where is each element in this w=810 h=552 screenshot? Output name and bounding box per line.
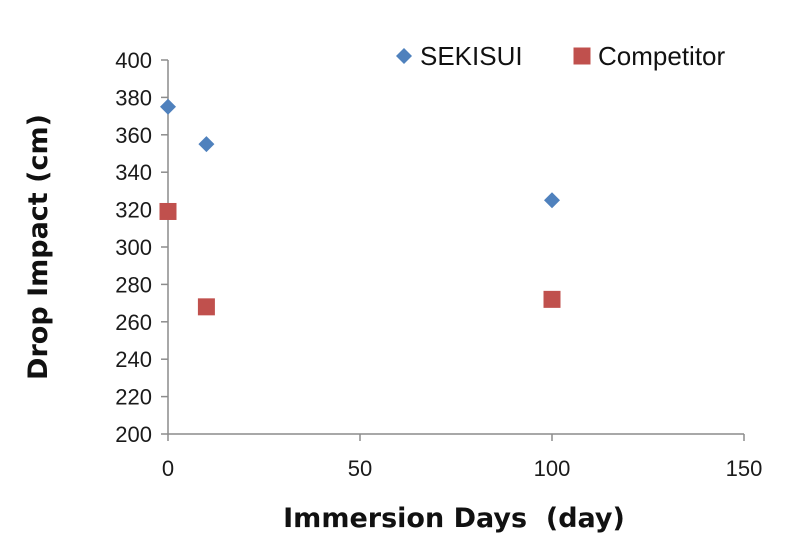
legend-marker	[573, 47, 591, 65]
y-axis-title: Drop Impact (cm)	[23, 114, 54, 380]
x-axis-title: Immersion Days (day)	[283, 503, 625, 534]
legend-marker	[396, 48, 412, 64]
y-tick-label: 340	[115, 160, 152, 185]
y-tick-label: 200	[115, 422, 152, 447]
y-tick-label: 260	[115, 310, 152, 335]
x-axis-ticks: 0 50 100 150	[162, 434, 762, 481]
diamond-point	[198, 136, 215, 153]
x-tick-label: 100	[534, 456, 571, 481]
legend-label: SEKISUI	[420, 41, 523, 71]
data-points	[159, 98, 561, 316]
y-tick-label: 240	[115, 347, 152, 372]
y-tick-label: 360	[115, 123, 152, 148]
square-point	[543, 290, 561, 308]
square-point	[197, 298, 215, 316]
diamond-point	[544, 192, 560, 209]
x-tick-label: 150	[726, 456, 763, 481]
x-tick-label: 50	[348, 456, 372, 481]
y-tick-label: 300	[115, 235, 152, 260]
y-tick-label: 380	[115, 85, 152, 110]
legend: SEKISUI Competitor	[396, 41, 725, 71]
y-axis-ticks: 200 220 240 260 280 300 320 340 360 380 400	[115, 48, 168, 447]
x-tick-label: 0	[162, 456, 174, 481]
y-tick-label: 320	[115, 198, 152, 223]
diamond-point	[160, 98, 176, 115]
square-point	[159, 202, 177, 220]
y-tick-label: 280	[115, 272, 152, 297]
y-tick-label: 220	[115, 385, 152, 410]
y-tick-label: 400	[115, 48, 152, 73]
legend-label: Competitor	[598, 41, 725, 71]
